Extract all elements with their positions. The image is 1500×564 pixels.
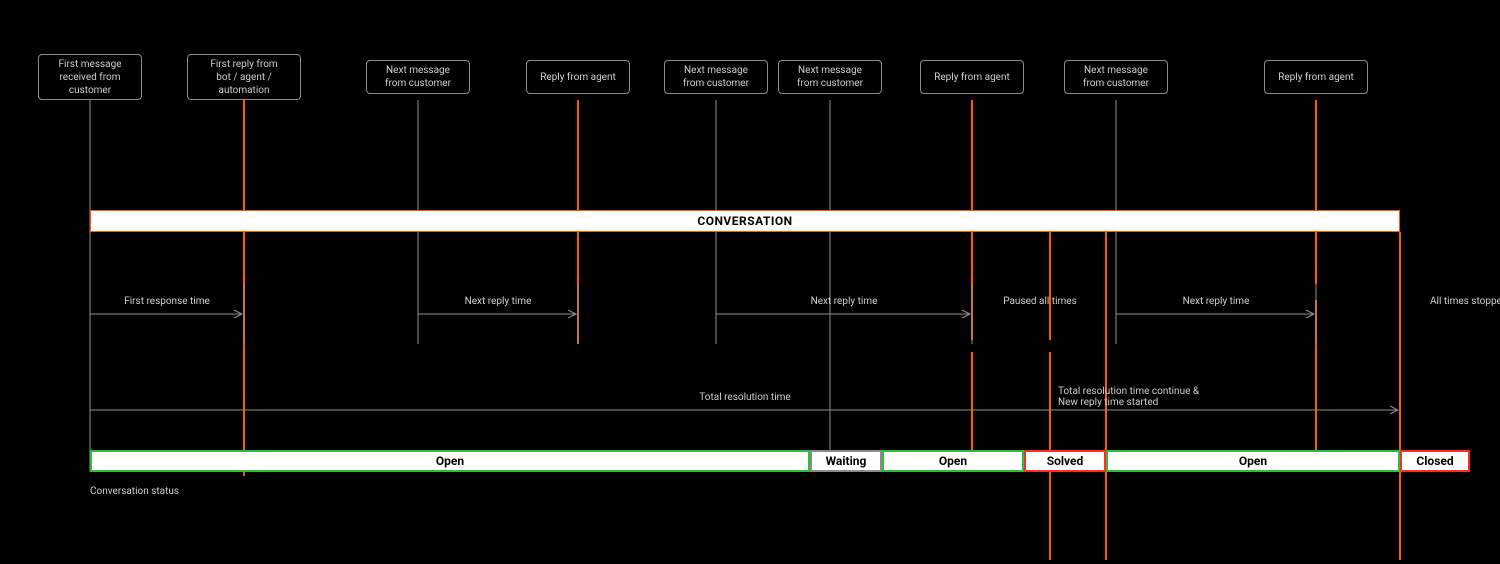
status-label: Solved — [1047, 454, 1084, 468]
status-open: Open — [1106, 450, 1400, 472]
event-first-msg: First message received from customer — [38, 54, 142, 100]
event-next-msg-2: Next message from customer — [664, 60, 768, 94]
status-waiting: Waiting — [810, 450, 882, 472]
event-label: Next message from customer — [375, 64, 461, 90]
event-label: Reply from agent — [540, 71, 616, 84]
event-next-msg-4: Next message from customer — [1064, 60, 1168, 94]
reply-arrow-label: Next reply time — [438, 296, 558, 307]
event-reply-2: Reply from agent — [920, 60, 1024, 94]
status-solved: Solved — [1024, 450, 1106, 472]
event-reply-1: Reply from agent — [526, 60, 630, 94]
timer-note: All times stopped — [1430, 296, 1500, 307]
status-label: Closed — [1416, 454, 1453, 468]
event-label: Reply from agent — [934, 71, 1010, 84]
reply-arrow-label: Next reply time — [1156, 296, 1276, 307]
event-label: Next message from customer — [1073, 64, 1159, 90]
timer-note: Paused all times — [970, 296, 1110, 307]
status-label: Open — [436, 454, 464, 468]
event-label: First reply from bot / agent / automatio… — [196, 58, 292, 97]
event-reply-3: Reply from agent — [1264, 60, 1368, 94]
diagram-stage: First message received from customer Firs… — [0, 0, 1500, 564]
conversation-bar: CONVERSATION — [90, 210, 1400, 232]
event-next-msg-3: Next message from customer — [778, 60, 882, 94]
status-label: Open — [1239, 454, 1267, 468]
status-open: Open — [882, 450, 1024, 472]
event-label: Next message from customer — [787, 64, 873, 90]
reply-arrow-label: Next reply time — [784, 296, 904, 307]
reply-arrow-label: First response time — [107, 296, 227, 307]
status-label: Open — [939, 454, 967, 468]
event-label: Reply from agent — [1278, 71, 1354, 84]
status-open: Open — [90, 450, 810, 472]
total-arrow-label: Total resolution time — [665, 392, 825, 403]
status-label: Waiting — [826, 454, 867, 468]
event-next-msg-1: Next message from customer — [366, 60, 470, 94]
event-label: Next message from customer — [673, 64, 759, 90]
legend-conversation-status: Conversation status — [90, 486, 179, 497]
status-closed: Closed — [1400, 450, 1470, 472]
event-first-reply: First reply from bot / agent / automatio… — [187, 54, 301, 100]
conversation-label: CONVERSATION — [697, 214, 792, 228]
event-label: First message received from customer — [47, 58, 133, 97]
total-continue-label: Total resolution time continue & New rep… — [1058, 386, 1298, 408]
